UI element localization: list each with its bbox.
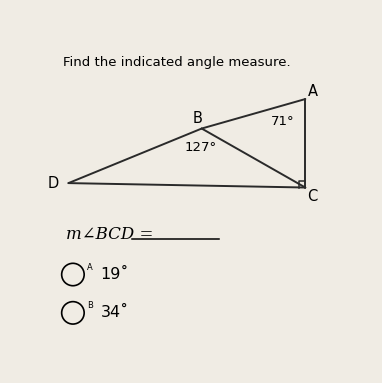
Text: 19˚: 19˚ — [100, 267, 129, 282]
Text: 71°: 71° — [271, 115, 295, 128]
Text: B: B — [87, 301, 93, 310]
Text: m∠BCD =: m∠BCD = — [66, 226, 153, 243]
Text: A: A — [87, 263, 93, 272]
Text: A: A — [308, 84, 318, 99]
Text: Find the indicated angle measure.: Find the indicated angle measure. — [63, 56, 290, 69]
Text: D: D — [48, 175, 59, 191]
Text: 127°: 127° — [184, 141, 216, 154]
Text: B: B — [192, 111, 202, 126]
Text: C: C — [308, 189, 318, 204]
Text: 34˚: 34˚ — [100, 305, 129, 320]
